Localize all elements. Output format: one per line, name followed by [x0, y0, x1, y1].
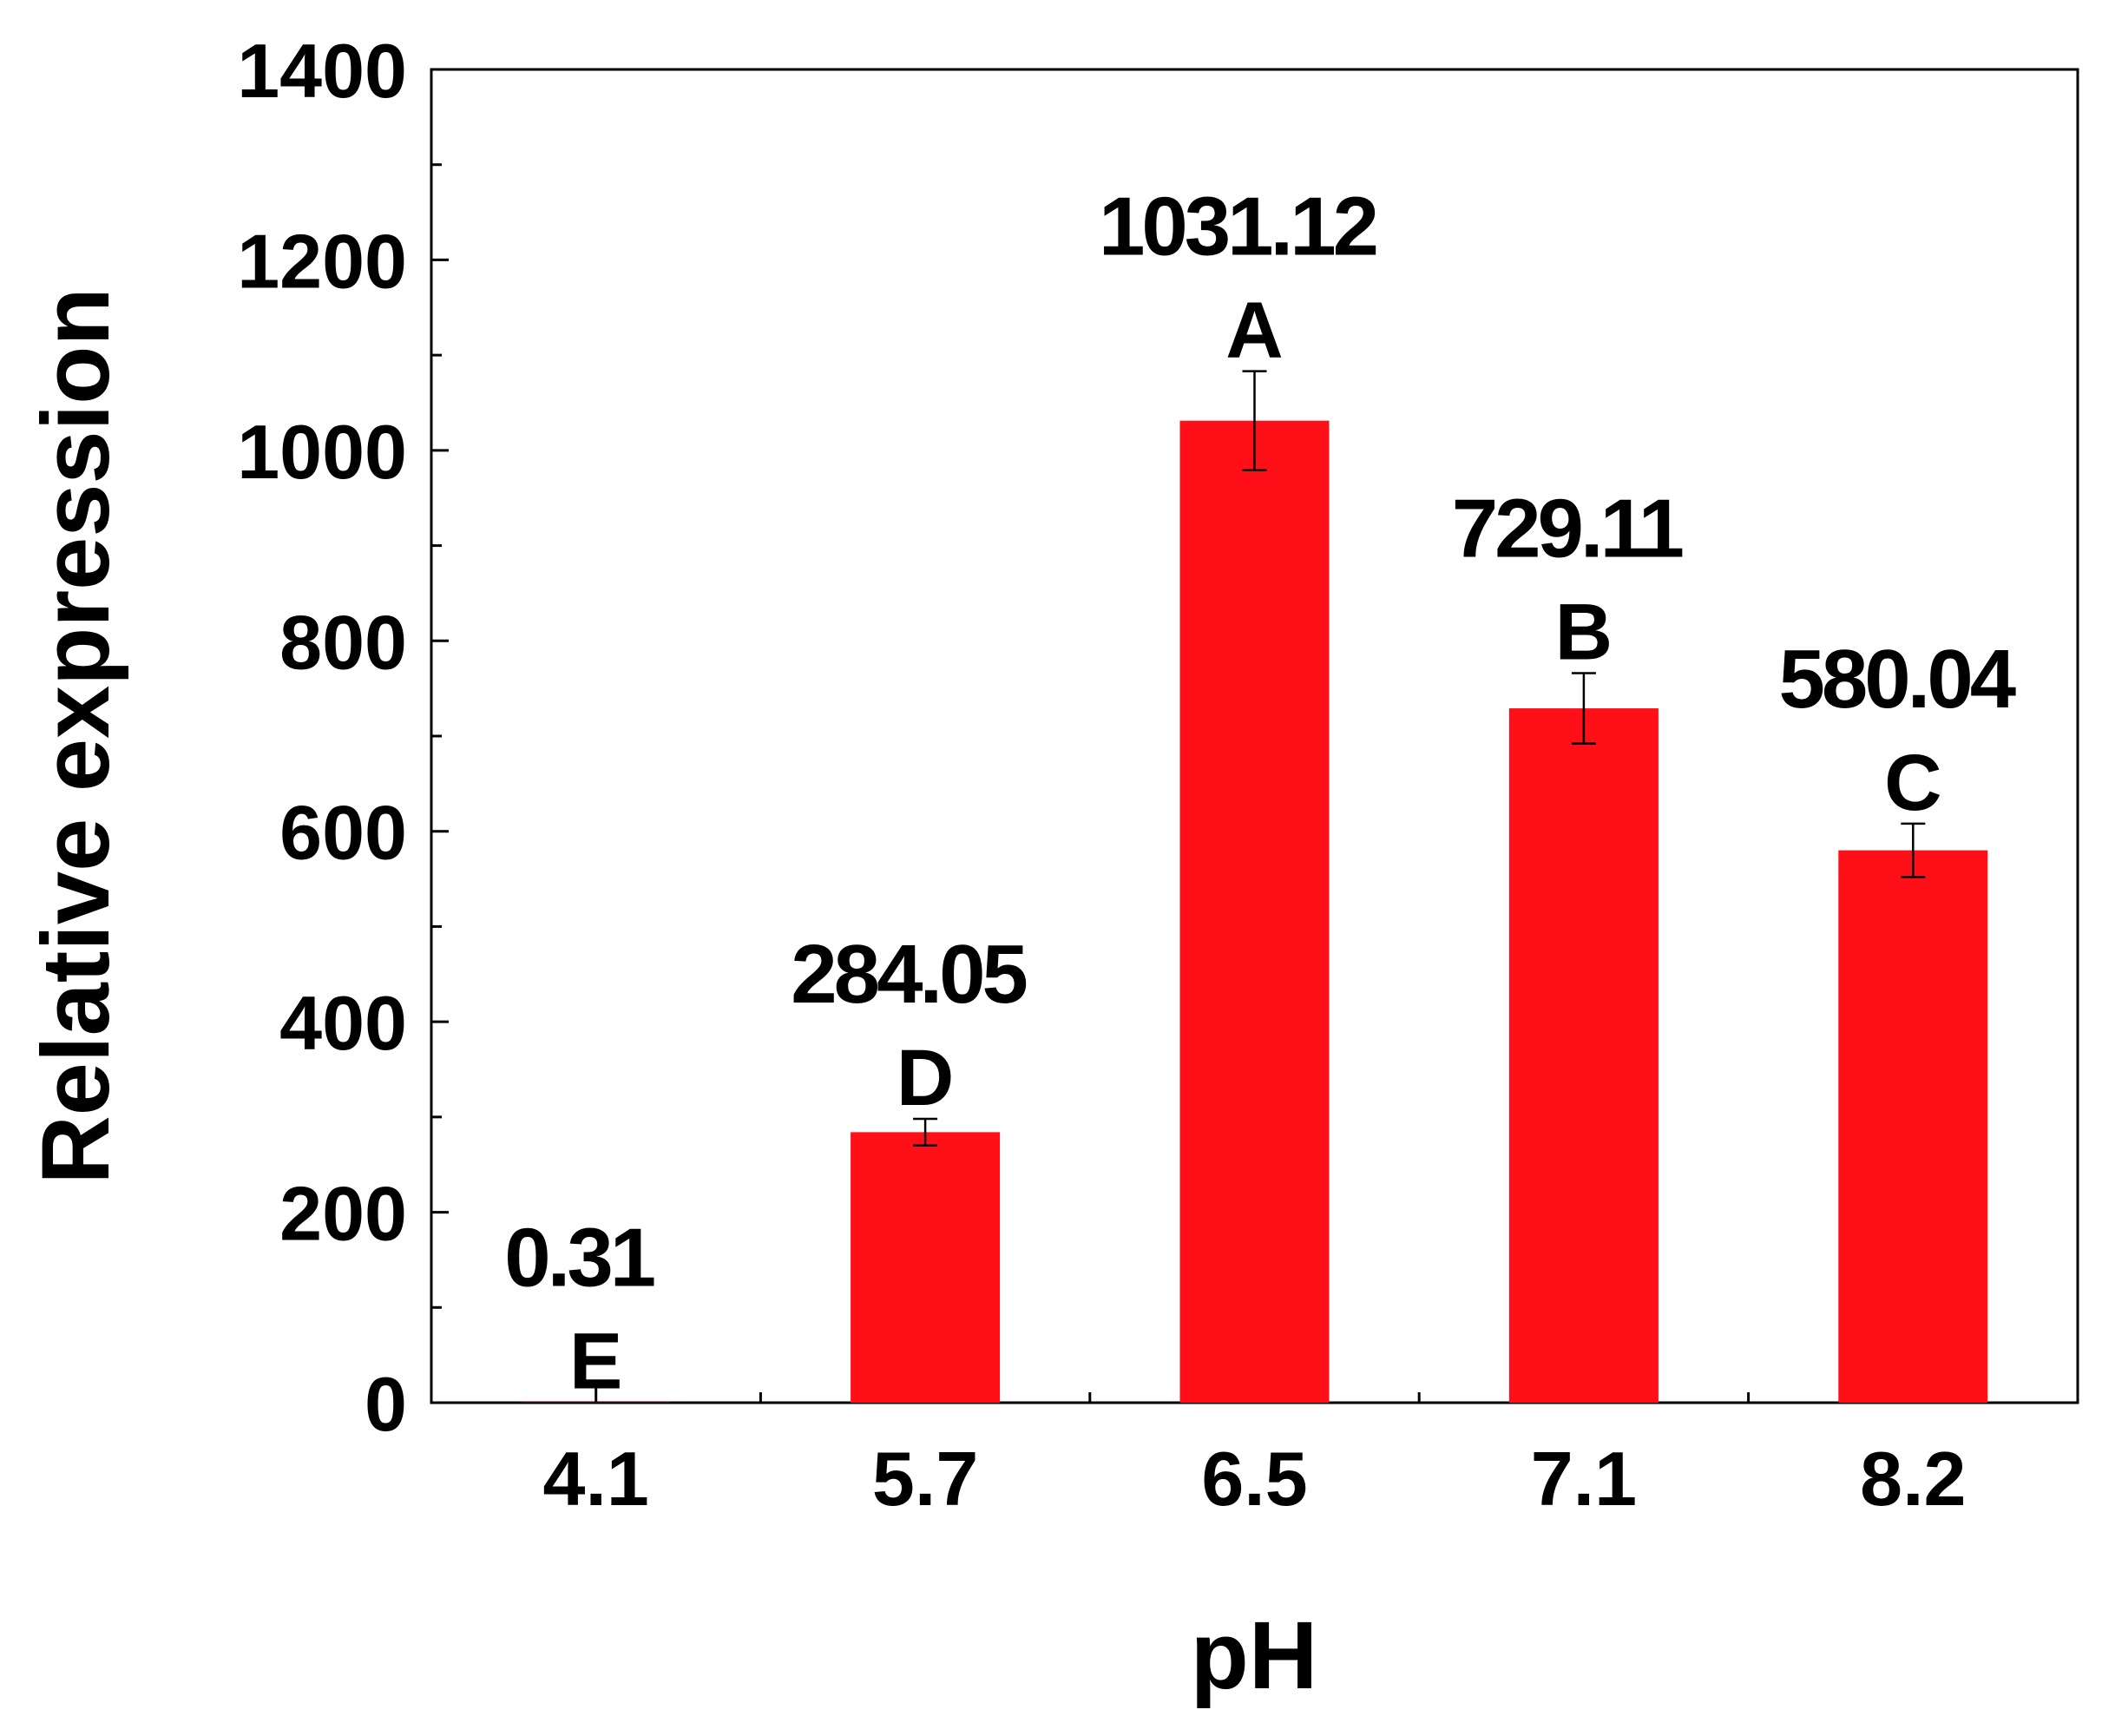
x-axis-title: pH — [1191, 1602, 1318, 1709]
y-tick-label: 200 — [279, 1171, 407, 1257]
error-bars — [913, 370, 1926, 1147]
value-label: 729.11 — [1452, 482, 1683, 575]
x-tick-label: 6.5 — [1201, 1436, 1307, 1522]
data-labels: E 0.31 D 284.05 A 1031.12 B 729.11 C 580.04 — [504, 181, 2019, 1406]
bars — [521, 420, 1988, 1403]
value-label: 1031.12 — [1099, 181, 1376, 273]
y-axis-ticks: 0 200 400 600 800 1000 1200 1400 — [237, 28, 449, 1447]
y-axis-title: Relative expression — [23, 287, 129, 1184]
x-tick-label: 4.1 — [543, 1436, 649, 1522]
y-tick-label: 400 — [279, 980, 407, 1066]
group-letter: A — [1225, 286, 1283, 375]
value-label: 0.31 — [504, 1212, 654, 1305]
y-tick-label: 1200 — [237, 218, 407, 304]
bar — [1179, 420, 1330, 1403]
x-tick-label: 8.2 — [1860, 1436, 1966, 1522]
x-axis-ticks: 4.1 5.7 6.5 7.1 8.2 — [543, 1385, 1966, 1522]
y-tick-label: 800 — [279, 599, 407, 685]
y-tick-label: 1000 — [237, 409, 407, 495]
x-tick-label: 5.7 — [872, 1436, 978, 1522]
bar — [1508, 708, 1659, 1403]
group-letter: C — [1884, 739, 1941, 827]
y-tick-label: 600 — [279, 790, 407, 876]
y-tick-label: 1400 — [237, 28, 407, 114]
bar — [1838, 850, 1988, 1403]
value-label: 284.05 — [791, 928, 1026, 1021]
group-letter: B — [1555, 588, 1613, 676]
x-tick-label: 7.1 — [1531, 1436, 1637, 1522]
y-tick-label: 0 — [365, 1361, 407, 1447]
group-letter: D — [897, 1034, 954, 1122]
bar — [851, 1132, 1001, 1403]
value-label: 580.04 — [1778, 633, 2015, 726]
group-letter: E — [569, 1318, 622, 1406]
